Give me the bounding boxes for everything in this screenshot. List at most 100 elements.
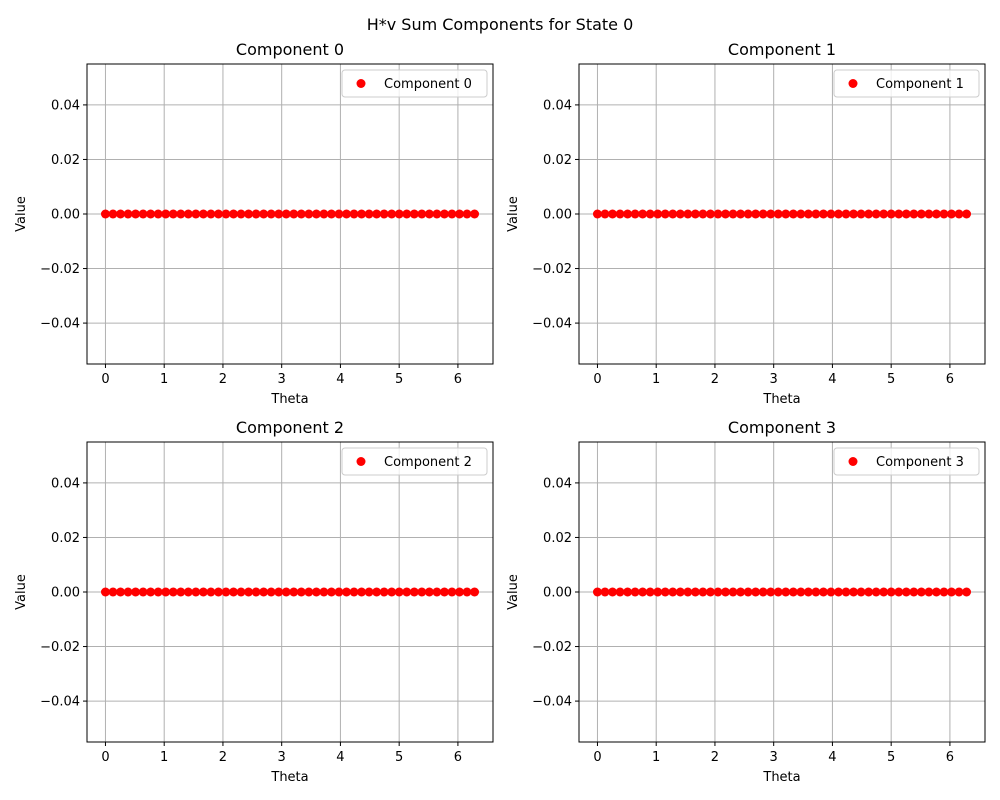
data-point bbox=[788, 587, 798, 597]
data-point bbox=[168, 587, 178, 597]
data-point bbox=[592, 209, 602, 219]
y-tick-label: 0.04 bbox=[543, 476, 572, 491]
legend-marker bbox=[848, 457, 858, 466]
data-point bbox=[736, 209, 746, 219]
x-tick-label: 1 bbox=[652, 750, 660, 765]
data-point bbox=[811, 209, 821, 219]
data-point bbox=[788, 209, 798, 219]
data-point bbox=[462, 209, 472, 219]
y-axis-label: Value bbox=[14, 574, 29, 610]
data-point bbox=[803, 209, 813, 219]
data-point bbox=[326, 209, 336, 219]
x-tick-label: 6 bbox=[454, 372, 462, 387]
data-point bbox=[871, 587, 881, 597]
data-point bbox=[266, 587, 276, 597]
data-point bbox=[758, 587, 768, 597]
data-point bbox=[198, 587, 208, 597]
data-point bbox=[281, 209, 291, 219]
subplot-1: 0 1 2 3 4 5 6 −0.04 −0.02 0.00 0.02 0.04 Component 1… bbox=[506, 40, 986, 407]
data-point bbox=[281, 587, 291, 597]
data-point bbox=[387, 587, 397, 597]
data-point bbox=[879, 209, 889, 219]
data-point bbox=[372, 587, 382, 597]
data-point bbox=[183, 209, 193, 219]
data-point bbox=[826, 587, 836, 597]
data-point bbox=[818, 209, 828, 219]
data-point bbox=[600, 209, 610, 219]
data-point bbox=[939, 209, 949, 219]
data-point bbox=[946, 209, 956, 219]
data-point bbox=[751, 209, 761, 219]
data-point bbox=[311, 209, 321, 219]
data-point bbox=[409, 587, 419, 597]
data-point bbox=[864, 587, 874, 597]
data-point bbox=[266, 209, 276, 219]
x-tick-label: 0 bbox=[593, 750, 601, 765]
data-point bbox=[402, 209, 412, 219]
data-point bbox=[728, 587, 738, 597]
data-point bbox=[100, 587, 110, 597]
data-point bbox=[909, 587, 919, 597]
data-point bbox=[698, 587, 708, 597]
data-point bbox=[153, 209, 163, 219]
data-point bbox=[221, 587, 231, 597]
data-point bbox=[213, 587, 223, 597]
data-point bbox=[131, 209, 141, 219]
data-point bbox=[653, 587, 663, 597]
x-tick-label: 0 bbox=[101, 372, 109, 387]
data-point bbox=[304, 587, 314, 597]
data-point bbox=[161, 587, 171, 597]
legend-frame bbox=[341, 69, 488, 98]
legend: Component 0 bbox=[341, 69, 488, 98]
y-axis-label: Value bbox=[506, 196, 521, 232]
legend: Component 3 bbox=[833, 447, 980, 476]
y-tick-label: −0.02 bbox=[40, 262, 80, 277]
data-point bbox=[645, 587, 655, 597]
data-point bbox=[766, 209, 776, 219]
x-tick-label: 4 bbox=[828, 750, 836, 765]
y-tick-label: −0.04 bbox=[40, 695, 80, 710]
data-point bbox=[668, 587, 678, 597]
data-point bbox=[274, 209, 284, 219]
data-point bbox=[138, 209, 148, 219]
x-axis-label: Theta bbox=[762, 392, 800, 407]
data-point bbox=[153, 587, 163, 597]
data-point bbox=[213, 209, 223, 219]
data-point bbox=[439, 587, 449, 597]
data-point bbox=[379, 587, 389, 597]
x-tick-label: 5 bbox=[887, 750, 895, 765]
y-tick-label: 0.00 bbox=[51, 208, 80, 223]
data-point bbox=[146, 587, 156, 597]
data-point bbox=[161, 209, 171, 219]
data-point bbox=[454, 209, 464, 219]
data-point bbox=[773, 209, 783, 219]
y-tick-label: −0.04 bbox=[40, 317, 80, 332]
data-point bbox=[916, 209, 926, 219]
x-tick-label: 2 bbox=[711, 750, 719, 765]
data-point bbox=[623, 209, 633, 219]
data-point bbox=[683, 209, 693, 219]
x-tick-label: 3 bbox=[770, 750, 778, 765]
subplot-0: 0 1 2 3 4 5 6 −0.04 −0.02 0.00 0.02 0.04 Component 0… bbox=[14, 40, 494, 407]
data-point bbox=[962, 209, 972, 219]
data-point bbox=[364, 587, 374, 597]
subplot-title: Component 1 bbox=[728, 40, 836, 59]
data-point bbox=[690, 209, 700, 219]
y-tick-label: 0.00 bbox=[543, 208, 572, 223]
data-point bbox=[615, 587, 625, 597]
data-point bbox=[341, 209, 351, 219]
x-axis-label: Theta bbox=[270, 770, 308, 785]
data-point bbox=[236, 209, 246, 219]
y-tick-label: −0.02 bbox=[40, 640, 80, 655]
data-point bbox=[849, 209, 859, 219]
data-point bbox=[244, 587, 254, 597]
data-point bbox=[901, 209, 911, 219]
data-point bbox=[334, 587, 344, 597]
data-point bbox=[924, 209, 934, 219]
data-point bbox=[183, 587, 193, 597]
data-point bbox=[781, 587, 791, 597]
data-point bbox=[296, 209, 306, 219]
data-point bbox=[341, 587, 351, 597]
legend-frame bbox=[833, 69, 980, 98]
data-point bbox=[721, 587, 731, 597]
